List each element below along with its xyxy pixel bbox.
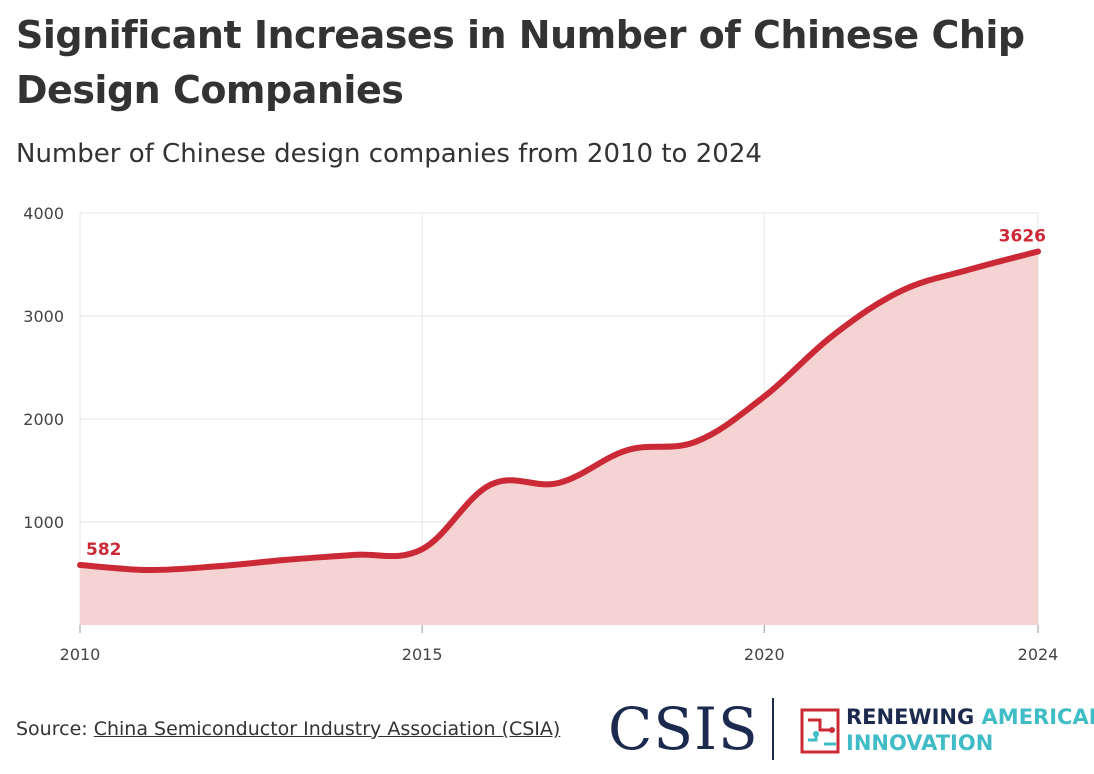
y-tick-label: 4000 — [23, 204, 64, 223]
series-area-fill — [80, 251, 1038, 625]
x-tick-label: 2024 — [1018, 645, 1059, 664]
rai-word-renewing: RENEWING — [846, 705, 975, 729]
x-tick-label: 2015 — [402, 645, 443, 664]
x-tick-label: 2020 — [744, 645, 785, 664]
area-layer — [77, 248, 1041, 625]
y-tick-label: 2000 — [23, 410, 64, 429]
chart-area: 1000 2000 3000 4000 2010 2015 2020 2024 582 3626 — [23, 204, 1058, 664]
axis-layer: 1000 2000 3000 4000 2010 2015 2020 2024 — [23, 204, 1058, 664]
logo-divider — [772, 698, 774, 760]
renewing-american-innovation-logo[interactable]: RENEWING AMERICAN INNOVATION — [800, 704, 1094, 756]
circuit-icon — [800, 708, 840, 754]
source-note: Source: China Semiconductor Industry Ass… — [16, 718, 560, 740]
chart-title: Significant Increases in Number of Chine… — [16, 13, 1025, 112]
x-tick-label: 2010 — [60, 645, 101, 664]
csis-logo[interactable]: CSIS — [608, 695, 759, 763]
label-layer: 582 3626 — [86, 227, 1046, 561]
source-link[interactable]: China Semiconductor Industry Association… — [93, 718, 561, 740]
chart-subtitle: Number of Chinese design companies from … — [16, 139, 762, 169]
series-line — [77, 248, 1041, 573]
data-label-2024: 3626 — [999, 227, 1046, 247]
rai-wordmark: RENEWING AMERICAN INNOVATION — [846, 704, 1094, 756]
data-label-2010: 582 — [86, 540, 122, 560]
y-tick-label: 3000 — [23, 307, 64, 326]
rai-word-innovation: INNOVATION — [846, 731, 994, 755]
source-prefix: Source: — [16, 718, 94, 740]
rai-word-american: AMERICAN — [981, 705, 1094, 729]
y-tick-label: 1000 — [23, 513, 64, 532]
